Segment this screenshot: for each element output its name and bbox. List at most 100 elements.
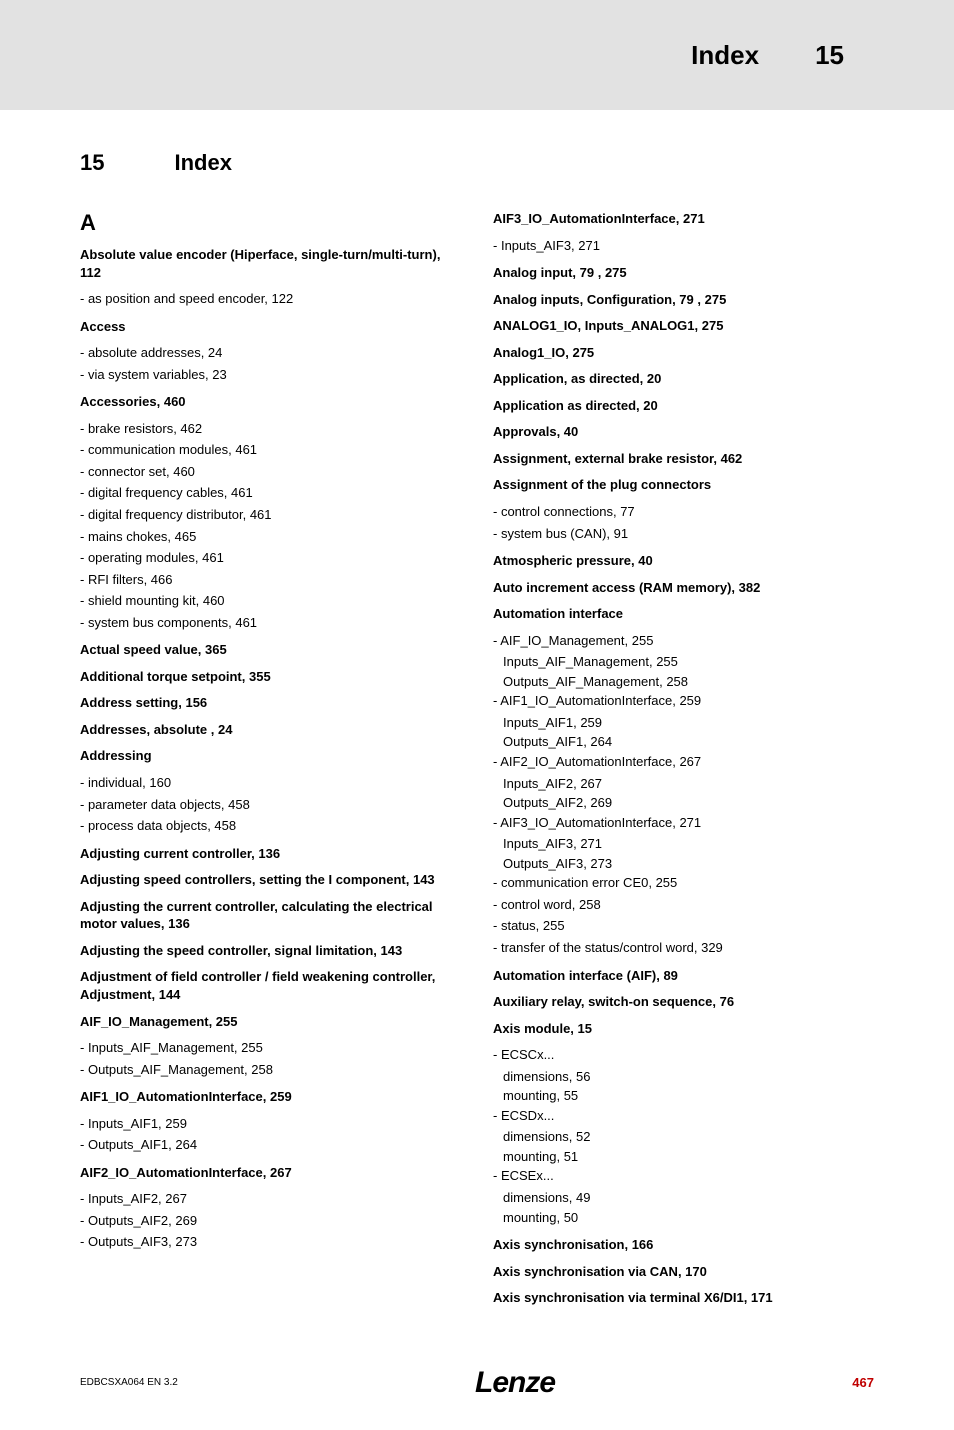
alpha-heading-a: A — [80, 210, 461, 236]
index-subentry: Outputs_AIF1, 264 — [80, 1136, 461, 1154]
index-entry: Auto increment access (RAM memory), 382 — [493, 579, 874, 597]
index-entry: Adjusting speed controllers, setting the… — [80, 871, 461, 889]
index-subentry: status, 255 — [493, 917, 874, 935]
index-subentry: Outputs_AIF_Management, 258 — [80, 1061, 461, 1079]
index-subentry: process data objects, 458 — [80, 817, 461, 835]
index-subentry: Inputs_AIF3, 271 — [493, 237, 874, 255]
index-subentry: parameter data objects, 458 — [80, 796, 461, 814]
index-column-left: A Absolute value encoder (Hiperface, sin… — [80, 210, 461, 1316]
index-entry: Adjustment of field controller / field w… — [80, 968, 461, 1003]
header-title: Index — [691, 40, 759, 71]
page-content: 15 Index A Absolute value encoder (Hiperf… — [0, 110, 954, 1346]
index-subsubentry: dimensions, 49 — [493, 1189, 874, 1207]
index-subsubentry: dimensions, 52 — [493, 1128, 874, 1146]
index-subsubentry: Outputs_AIF_Management, 258 — [493, 673, 874, 691]
index-column-right: AIF3_IO_AutomationInterface, 271 Inputs_… — [493, 210, 874, 1316]
index-entry: ANALOG1_IO, Inputs_ANALOG1, 275 — [493, 317, 874, 335]
index-subsubentry: mounting, 55 — [493, 1087, 874, 1105]
footer-docref: EDBCSXA064 EN 3.2 — [80, 1377, 178, 1388]
index-entry: Adjusting the speed controller, signal l… — [80, 942, 461, 960]
index-subsubentry: Inputs_AIF2, 267 — [493, 775, 874, 793]
footer-page-number: 467 — [852, 1375, 874, 1390]
index-entry: Application, as directed, 20 — [493, 370, 874, 388]
index-entry: AIF3_IO_AutomationInterface, 271 — [493, 210, 874, 228]
index-entry: Application as directed, 20 — [493, 397, 874, 415]
index-subentry: brake resistors, 462 — [80, 420, 461, 438]
index-entry: AIF2_IO_AutomationInterface, 267 — [80, 1164, 461, 1182]
index-entry: AIF1_IO_AutomationInterface, 259 — [80, 1088, 461, 1106]
index-subentry: Inputs_AIF1, 259 — [80, 1115, 461, 1133]
index-columns: A Absolute value encoder (Hiperface, sin… — [80, 210, 874, 1316]
index-subentry: mains chokes, 465 — [80, 528, 461, 546]
index-entry: Automation interface — [493, 605, 874, 623]
index-subsubentry: Outputs_AIF2, 269 — [493, 794, 874, 812]
index-entry: Analog inputs, Configuration, 79 , 275 — [493, 291, 874, 309]
index-subentry: communication modules, 461 — [80, 441, 461, 459]
index-subentry: individual, 160 — [80, 774, 461, 792]
header-chapter-number: 15 — [815, 40, 844, 71]
index-subentry: control word, 258 — [493, 896, 874, 914]
index-subentry: AIF3_IO_AutomationInterface, 271 — [493, 814, 874, 832]
index-entry: Auxiliary relay, switch-on sequence, 76 — [493, 993, 874, 1011]
index-subentry: ECSCx... — [493, 1046, 874, 1064]
index-subentry: communication error CE0, 255 — [493, 874, 874, 892]
page-header: Index 15 — [0, 0, 954, 110]
index-subentry: via system variables, 23 — [80, 366, 461, 384]
index-entry: Adjusting the current controller, calcul… — [80, 898, 461, 933]
index-entry: Assignment, external brake resistor, 462 — [493, 450, 874, 468]
index-entry: Address setting, 156 — [80, 694, 461, 712]
index-entry: Adjusting current controller, 136 — [80, 845, 461, 863]
index-subentry: digital frequency cables, 461 — [80, 484, 461, 502]
index-subentry: ECSEx... — [493, 1167, 874, 1185]
index-subentry: Outputs_AIF2, 269 — [80, 1212, 461, 1230]
index-entry: Axis synchronisation via terminal X6/DI1… — [493, 1289, 874, 1307]
index-entry: Axis synchronisation, 166 — [493, 1236, 874, 1254]
chapter-number-inline: 15 — [80, 150, 104, 175]
index-subsubentry: mounting, 51 — [493, 1148, 874, 1166]
index-subentry: RFI filters, 466 — [80, 571, 461, 589]
index-entry: Approvals, 40 — [493, 423, 874, 441]
index-subsubentry: Outputs_AIF1, 264 — [493, 733, 874, 751]
index-subsubentry: mounting, 50 — [493, 1209, 874, 1227]
index-entry: Additional torque setpoint, 355 — [80, 668, 461, 686]
index-subentry: digital frequency distributor, 461 — [80, 506, 461, 524]
index-entry: Analog1_IO, 275 — [493, 344, 874, 362]
chapter-title-inline: Index — [174, 150, 231, 175]
index-subentry: system bus components, 461 — [80, 614, 461, 632]
index-subentry: connector set, 460 — [80, 463, 461, 481]
index-subentry: shield mounting kit, 460 — [80, 592, 461, 610]
index-subentry: absolute addresses, 24 — [80, 344, 461, 362]
footer-brand-logo: Lenze — [475, 1366, 555, 1400]
index-subentry: ECSDx... — [493, 1107, 874, 1125]
index-entry: Analog input, 79 , 275 — [493, 264, 874, 282]
index-entry: Addressing — [80, 747, 461, 765]
index-entry: Automation interface (AIF), 89 — [493, 967, 874, 985]
index-subsubentry: dimensions, 56 — [493, 1068, 874, 1086]
index-entry: Accessories, 460 — [80, 393, 461, 411]
index-subentry: AIF2_IO_AutomationInterface, 267 — [493, 753, 874, 771]
index-subsubentry: Inputs_AIF3, 271 — [493, 835, 874, 853]
index-entry: Addresses, absolute , 24 — [80, 721, 461, 739]
index-entry: AIF_IO_Management, 255 — [80, 1013, 461, 1031]
index-subsubentry: Inputs_AIF_Management, 255 — [493, 653, 874, 671]
index-subentry: as position and speed encoder, 122 — [80, 290, 461, 308]
index-subentry: Inputs_AIF2, 267 — [80, 1190, 461, 1208]
index-subentry: operating modules, 461 — [80, 549, 461, 567]
index-entry: Axis module, 15 — [493, 1020, 874, 1038]
index-subentry: system bus (CAN), 91 — [493, 525, 874, 543]
index-subentry: AIF_IO_Management, 255 — [493, 632, 874, 650]
index-entry: Access — [80, 318, 461, 336]
index-entry: Axis synchronisation via CAN, 170 — [493, 1263, 874, 1281]
index-subsubentry: Inputs_AIF1, 259 — [493, 714, 874, 732]
index-entry: Actual speed value, 365 — [80, 641, 461, 659]
index-subsubentry: Outputs_AIF3, 273 — [493, 855, 874, 873]
index-subentry: Inputs_AIF_Management, 255 — [80, 1039, 461, 1057]
index-entry: Absolute value encoder (Hiperface, singl… — [80, 246, 461, 281]
index-subentry: transfer of the status/control word, 329 — [493, 939, 874, 957]
index-subentry: control connections, 77 — [493, 503, 874, 521]
index-subentry: Outputs_AIF3, 273 — [80, 1233, 461, 1251]
index-subentry: AIF1_IO_AutomationInterface, 259 — [493, 692, 874, 710]
index-entry: Atmospheric pressure, 40 — [493, 552, 874, 570]
index-entry: Assignment of the plug connectors — [493, 476, 874, 494]
page-footer: EDBCSXA064 EN 3.2 Lenze 467 — [0, 1346, 954, 1430]
